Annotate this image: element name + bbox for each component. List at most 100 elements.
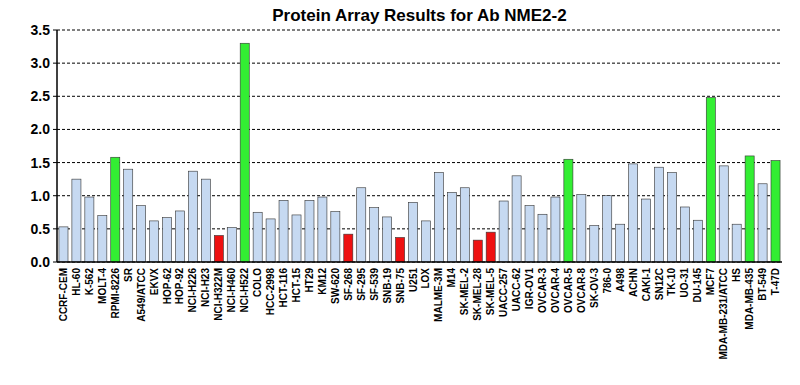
y-tick-label: 1.0 (31, 188, 51, 204)
x-tick-label: HCT-15 (291, 268, 302, 303)
x-tick-label: NCI-H23 (200, 268, 211, 307)
x-tick-label: KM12 (317, 268, 328, 295)
x-tick-label: TK-10 (666, 268, 677, 296)
x-tick-label: CCRF-CEM (58, 268, 69, 321)
title: Protein Array Results for Ab NME2-2 (272, 6, 566, 25)
x-tick-label: IGR-OV1 (524, 268, 535, 310)
x-tick-label: MOLT-4 (97, 268, 108, 304)
x-tick-label: MDA-MB-435 (744, 268, 755, 330)
bar (318, 197, 327, 262)
x-tick-label: SF-295 (356, 268, 367, 301)
x-tick-label: OVCAR-5 (563, 268, 574, 313)
x-tick-label: HOP-62 (162, 268, 173, 305)
bar (331, 212, 340, 262)
bar (292, 215, 301, 262)
bar (642, 199, 651, 262)
x-tick-label: DU-145 (692, 268, 703, 303)
x-tick-label: EKVX (149, 268, 160, 296)
bar (616, 224, 625, 262)
bar (538, 214, 547, 262)
y-tick-label: 2.5 (31, 88, 51, 104)
bar (396, 237, 405, 262)
x-tick-label: HL-60 (71, 268, 82, 296)
bar (473, 240, 482, 262)
bar (150, 221, 159, 262)
x-tick-label: SK-OV-3 (589, 268, 600, 308)
bars (59, 43, 780, 262)
x-tick-label: SW-620 (330, 268, 341, 304)
bar (603, 196, 612, 262)
x-tick-label: MALME-3M (433, 268, 444, 322)
x-tick-label: COLO (252, 268, 263, 297)
bar (512, 176, 521, 262)
bar (240, 43, 249, 262)
x-tick-label: BT-549 (757, 268, 768, 301)
y-tick-label: 3.0 (31, 55, 51, 71)
y-tick-label: 1.5 (31, 155, 51, 171)
x-tick-label: OVCAR-4 (550, 268, 561, 313)
bar (408, 202, 417, 262)
bar (693, 220, 702, 262)
x-tick-label: SR (123, 267, 134, 282)
y-tick-label: 2.0 (31, 121, 51, 137)
bar (486, 232, 495, 262)
x-tick-label: HS (731, 268, 742, 282)
x-axis (57, 261, 782, 263)
x-tick-label: NCI-H322M (213, 268, 224, 321)
bar (706, 98, 715, 262)
y-tick-label: 0.5 (31, 221, 51, 237)
bar (85, 197, 94, 262)
bar (344, 234, 353, 262)
chart-svg: Protein Array Results for Ab NME2-20.00.… (0, 0, 800, 385)
bar (654, 167, 663, 262)
bar (680, 207, 689, 262)
x-tick-label: RPMI-8226 (110, 268, 121, 319)
bar (279, 200, 288, 262)
grid-line (57, 129, 782, 130)
grid-line (57, 162, 782, 163)
x-tick-label: M14 (446, 268, 457, 288)
x-tick-label: LOX (420, 268, 431, 289)
y-axis (56, 30, 58, 262)
x-tick-label: HOP-92 (174, 268, 185, 305)
grid-line (57, 96, 782, 97)
bar (137, 206, 146, 262)
bar (577, 194, 586, 262)
x-tick-label: HCT-116 (278, 268, 289, 308)
x-tick-label: 786-0 (602, 268, 613, 294)
x-tick-label: OVCAR-8 (576, 268, 587, 313)
bar (227, 228, 236, 262)
bar (719, 166, 728, 262)
bar (59, 227, 68, 262)
x-tick-label: HT29 (304, 268, 315, 293)
bar (357, 188, 366, 262)
x-tick-label: SK-MEL-28 (472, 268, 483, 321)
bar (447, 192, 456, 262)
bar (383, 217, 392, 262)
x-tick-label: OVCAR-3 (537, 268, 548, 313)
bar (499, 201, 508, 262)
grid-line (57, 262, 782, 263)
x-tick-label: SK-MEL-5 (485, 268, 496, 316)
x-tick-label: A498 (615, 268, 626, 292)
x-tick-label: UACC-257 (498, 268, 509, 317)
bar (163, 218, 172, 262)
bar (771, 161, 780, 262)
bar (266, 219, 275, 262)
x-tick-label: SNB-75 (395, 268, 406, 304)
bar (72, 179, 81, 262)
y-tick-label: 3.5 (31, 22, 51, 38)
x-tick-label: HCC-2998 (265, 268, 276, 316)
bar (111, 157, 120, 262)
bar (667, 173, 676, 262)
x-tick-label: CAKI-1 (641, 268, 652, 302)
bar (629, 164, 638, 262)
x-tick-label: SF-539 (369, 268, 380, 301)
x-tick-label: U251 (408, 268, 419, 292)
bar (253, 212, 262, 262)
x-tick-label: SF-268 (343, 268, 354, 301)
bar (370, 208, 379, 262)
x-tick-label: ACHN (628, 268, 639, 297)
x-tick-label: UACC-62 (511, 268, 522, 312)
bar (201, 179, 210, 262)
